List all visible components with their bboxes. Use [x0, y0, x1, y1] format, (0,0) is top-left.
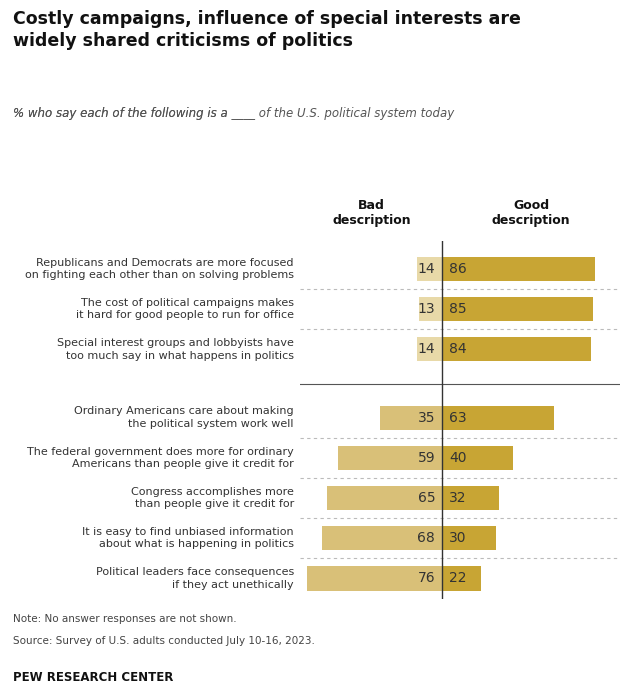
Bar — [442, 526, 496, 550]
Bar — [442, 297, 593, 321]
Bar — [380, 406, 442, 430]
Bar — [442, 486, 499, 510]
Text: It is easy to find unbiased information
about what is happening in politics: It is easy to find unbiased information … — [82, 527, 294, 550]
Text: 63: 63 — [449, 411, 467, 424]
Text: PEW RESEARCH CENTER: PEW RESEARCH CENTER — [13, 671, 173, 684]
Bar — [307, 566, 442, 590]
Bar — [417, 257, 442, 281]
Text: 68: 68 — [417, 531, 435, 546]
Text: 40: 40 — [449, 451, 467, 465]
Text: The federal government does more for ordinary
Americans than people give it cred: The federal government does more for ord… — [27, 447, 294, 469]
Text: 14: 14 — [418, 343, 435, 356]
Text: 86: 86 — [449, 262, 467, 276]
Text: 30: 30 — [449, 531, 467, 546]
Text: 13: 13 — [418, 302, 435, 316]
Text: Republicans and Democrats are more focused
on fighting each other than on solvin: Republicans and Democrats are more focus… — [25, 258, 294, 280]
Bar — [442, 337, 592, 361]
Text: Political leaders face consequences
if they act unethically: Political leaders face consequences if t… — [96, 568, 294, 590]
Text: 14: 14 — [418, 262, 435, 276]
Text: % who say each of the following is a: % who say each of the following is a — [13, 107, 231, 120]
Text: Congress accomplishes more
than people give it credit for: Congress accomplishes more than people g… — [131, 487, 294, 509]
Bar — [442, 406, 554, 430]
Bar — [321, 526, 442, 550]
Text: 32: 32 — [449, 491, 467, 505]
Text: 22: 22 — [449, 572, 467, 585]
Text: The cost of political campaigns makes
it hard for good people to run for office: The cost of political campaigns makes it… — [76, 298, 294, 321]
Text: 85: 85 — [449, 302, 467, 316]
Text: Source: Survey of U.S. adults conducted July 10-16, 2023.: Source: Survey of U.S. adults conducted … — [13, 636, 314, 646]
Text: Note: No answer responses are not shown.: Note: No answer responses are not shown. — [13, 614, 236, 624]
Text: 84: 84 — [449, 343, 467, 356]
Bar — [417, 337, 442, 361]
Text: Ordinary Americans care about making
the political system work well: Ordinary Americans care about making the… — [74, 407, 294, 429]
Text: Special interest groups and lobbyists have
too much say in what happens in polit: Special interest groups and lobbyists ha… — [57, 338, 294, 361]
Bar — [327, 486, 442, 510]
Text: % who say each of the following is a ____ of the U.S. political system today: % who say each of the following is a ___… — [13, 107, 454, 120]
Bar — [419, 297, 442, 321]
Text: Costly campaigns, influence of special interests are
widely shared criticisms of: Costly campaigns, influence of special i… — [13, 10, 521, 50]
Text: 59: 59 — [418, 451, 435, 465]
Bar — [337, 446, 442, 470]
Bar — [442, 446, 513, 470]
Text: 35: 35 — [418, 411, 435, 424]
Text: 65: 65 — [418, 491, 435, 505]
Text: 76: 76 — [418, 572, 435, 585]
Bar — [442, 257, 595, 281]
Text: Good
description: Good description — [492, 199, 571, 227]
Bar — [442, 566, 481, 590]
Text: Bad
description: Bad description — [332, 199, 411, 227]
